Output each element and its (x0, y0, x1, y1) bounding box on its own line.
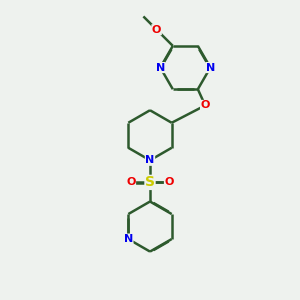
Text: S: S (145, 176, 155, 189)
Text: N: N (124, 234, 133, 244)
Text: O: O (200, 100, 210, 110)
Text: N: N (156, 63, 165, 73)
Text: N: N (146, 155, 154, 165)
Text: O: O (164, 177, 174, 188)
Text: N: N (206, 63, 215, 73)
Text: O: O (126, 177, 136, 188)
Text: O: O (152, 25, 161, 35)
